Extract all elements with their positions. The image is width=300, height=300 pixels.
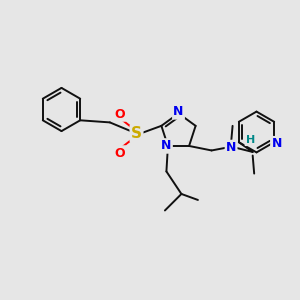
Text: S: S [131, 126, 142, 141]
Text: N: N [173, 105, 184, 119]
Text: O: O [115, 146, 125, 160]
Text: N: N [161, 140, 172, 152]
Text: O: O [115, 107, 125, 121]
Text: N: N [226, 141, 236, 154]
Text: N: N [272, 137, 282, 150]
Text: H: H [246, 135, 255, 145]
